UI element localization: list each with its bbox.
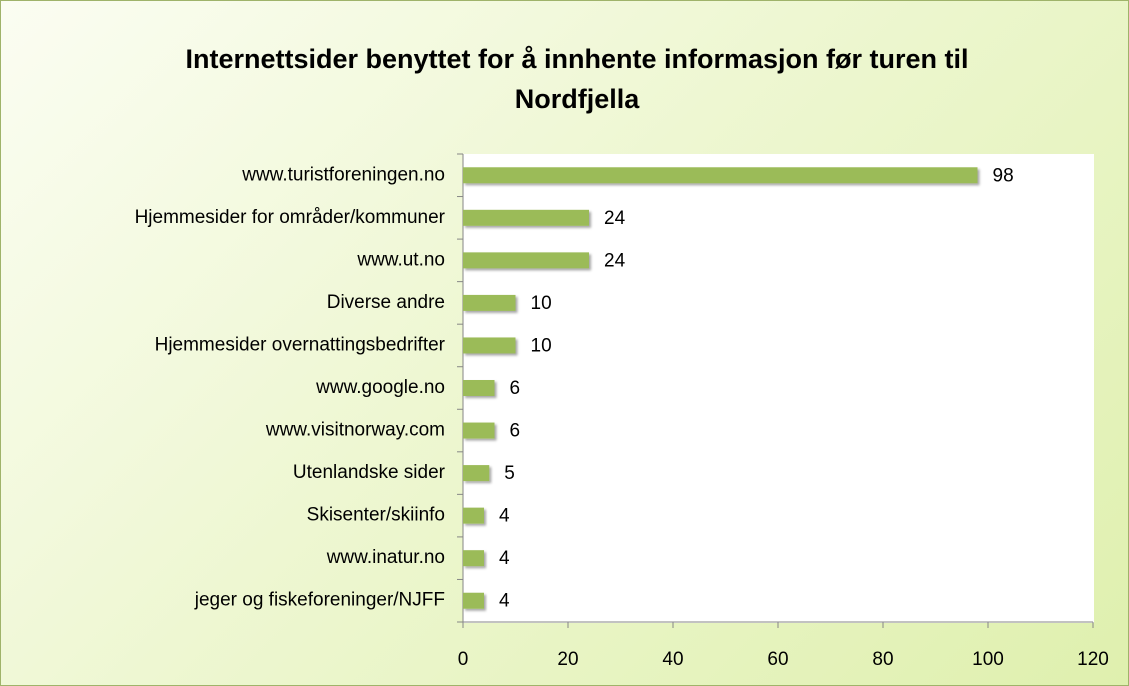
x-tick-label: 80 [872,649,893,670]
data-label: 24 [604,250,626,271]
bar [463,380,495,396]
chart-title: Internettsider benyttet for å innhente i… [185,44,969,114]
data-label: 98 [993,165,1014,186]
y-tick-label: Skisenter/skiinfo [307,505,445,526]
y-tick-label: www.ut.no [356,249,445,270]
bar [463,209,589,226]
bar [463,422,495,439]
bar [463,465,490,482]
y-tick-label: jeger og fiskeforeninger/NJFF [194,590,445,611]
y-tick-label: Utenlandske sider [293,462,446,483]
data-label: 4 [499,548,510,569]
y-tick-label: Hjemmesider overnattingsbedrifter [155,334,446,355]
y-tick-label: Diverse andre [327,292,445,313]
data-label: 10 [531,293,552,314]
bar [463,252,589,269]
bar [463,507,484,524]
x-tick-label: 60 [767,649,788,670]
x-tick-label: 40 [662,649,683,670]
x-tick-label: 20 [557,649,578,670]
bar [463,337,516,354]
bar [463,294,516,311]
x-tick-label: 0 [458,649,469,670]
data-label: 4 [499,506,510,527]
data-label: 5 [504,463,515,484]
y-tick-label: www.turistforeningen.no [241,164,445,185]
y-tick-label: www.google.no [315,377,445,398]
x-tick-label: 120 [1077,649,1109,670]
data-label: 10 [531,335,552,356]
y-tick-label: www.visitnorway.com [265,420,445,441]
data-label: 4 [499,591,510,612]
x-tick-label: 100 [972,649,1004,670]
bar [463,592,484,609]
data-label: 6 [510,421,521,442]
data-label: 24 [604,208,626,229]
plot-area [463,154,1094,623]
y-tick-label: Hjemmesider for områder/kommuner [135,207,446,228]
data-label: 6 [510,378,521,399]
bar [463,167,978,184]
bar [463,550,484,567]
y-tick-label: www.inatur.no [326,547,445,568]
